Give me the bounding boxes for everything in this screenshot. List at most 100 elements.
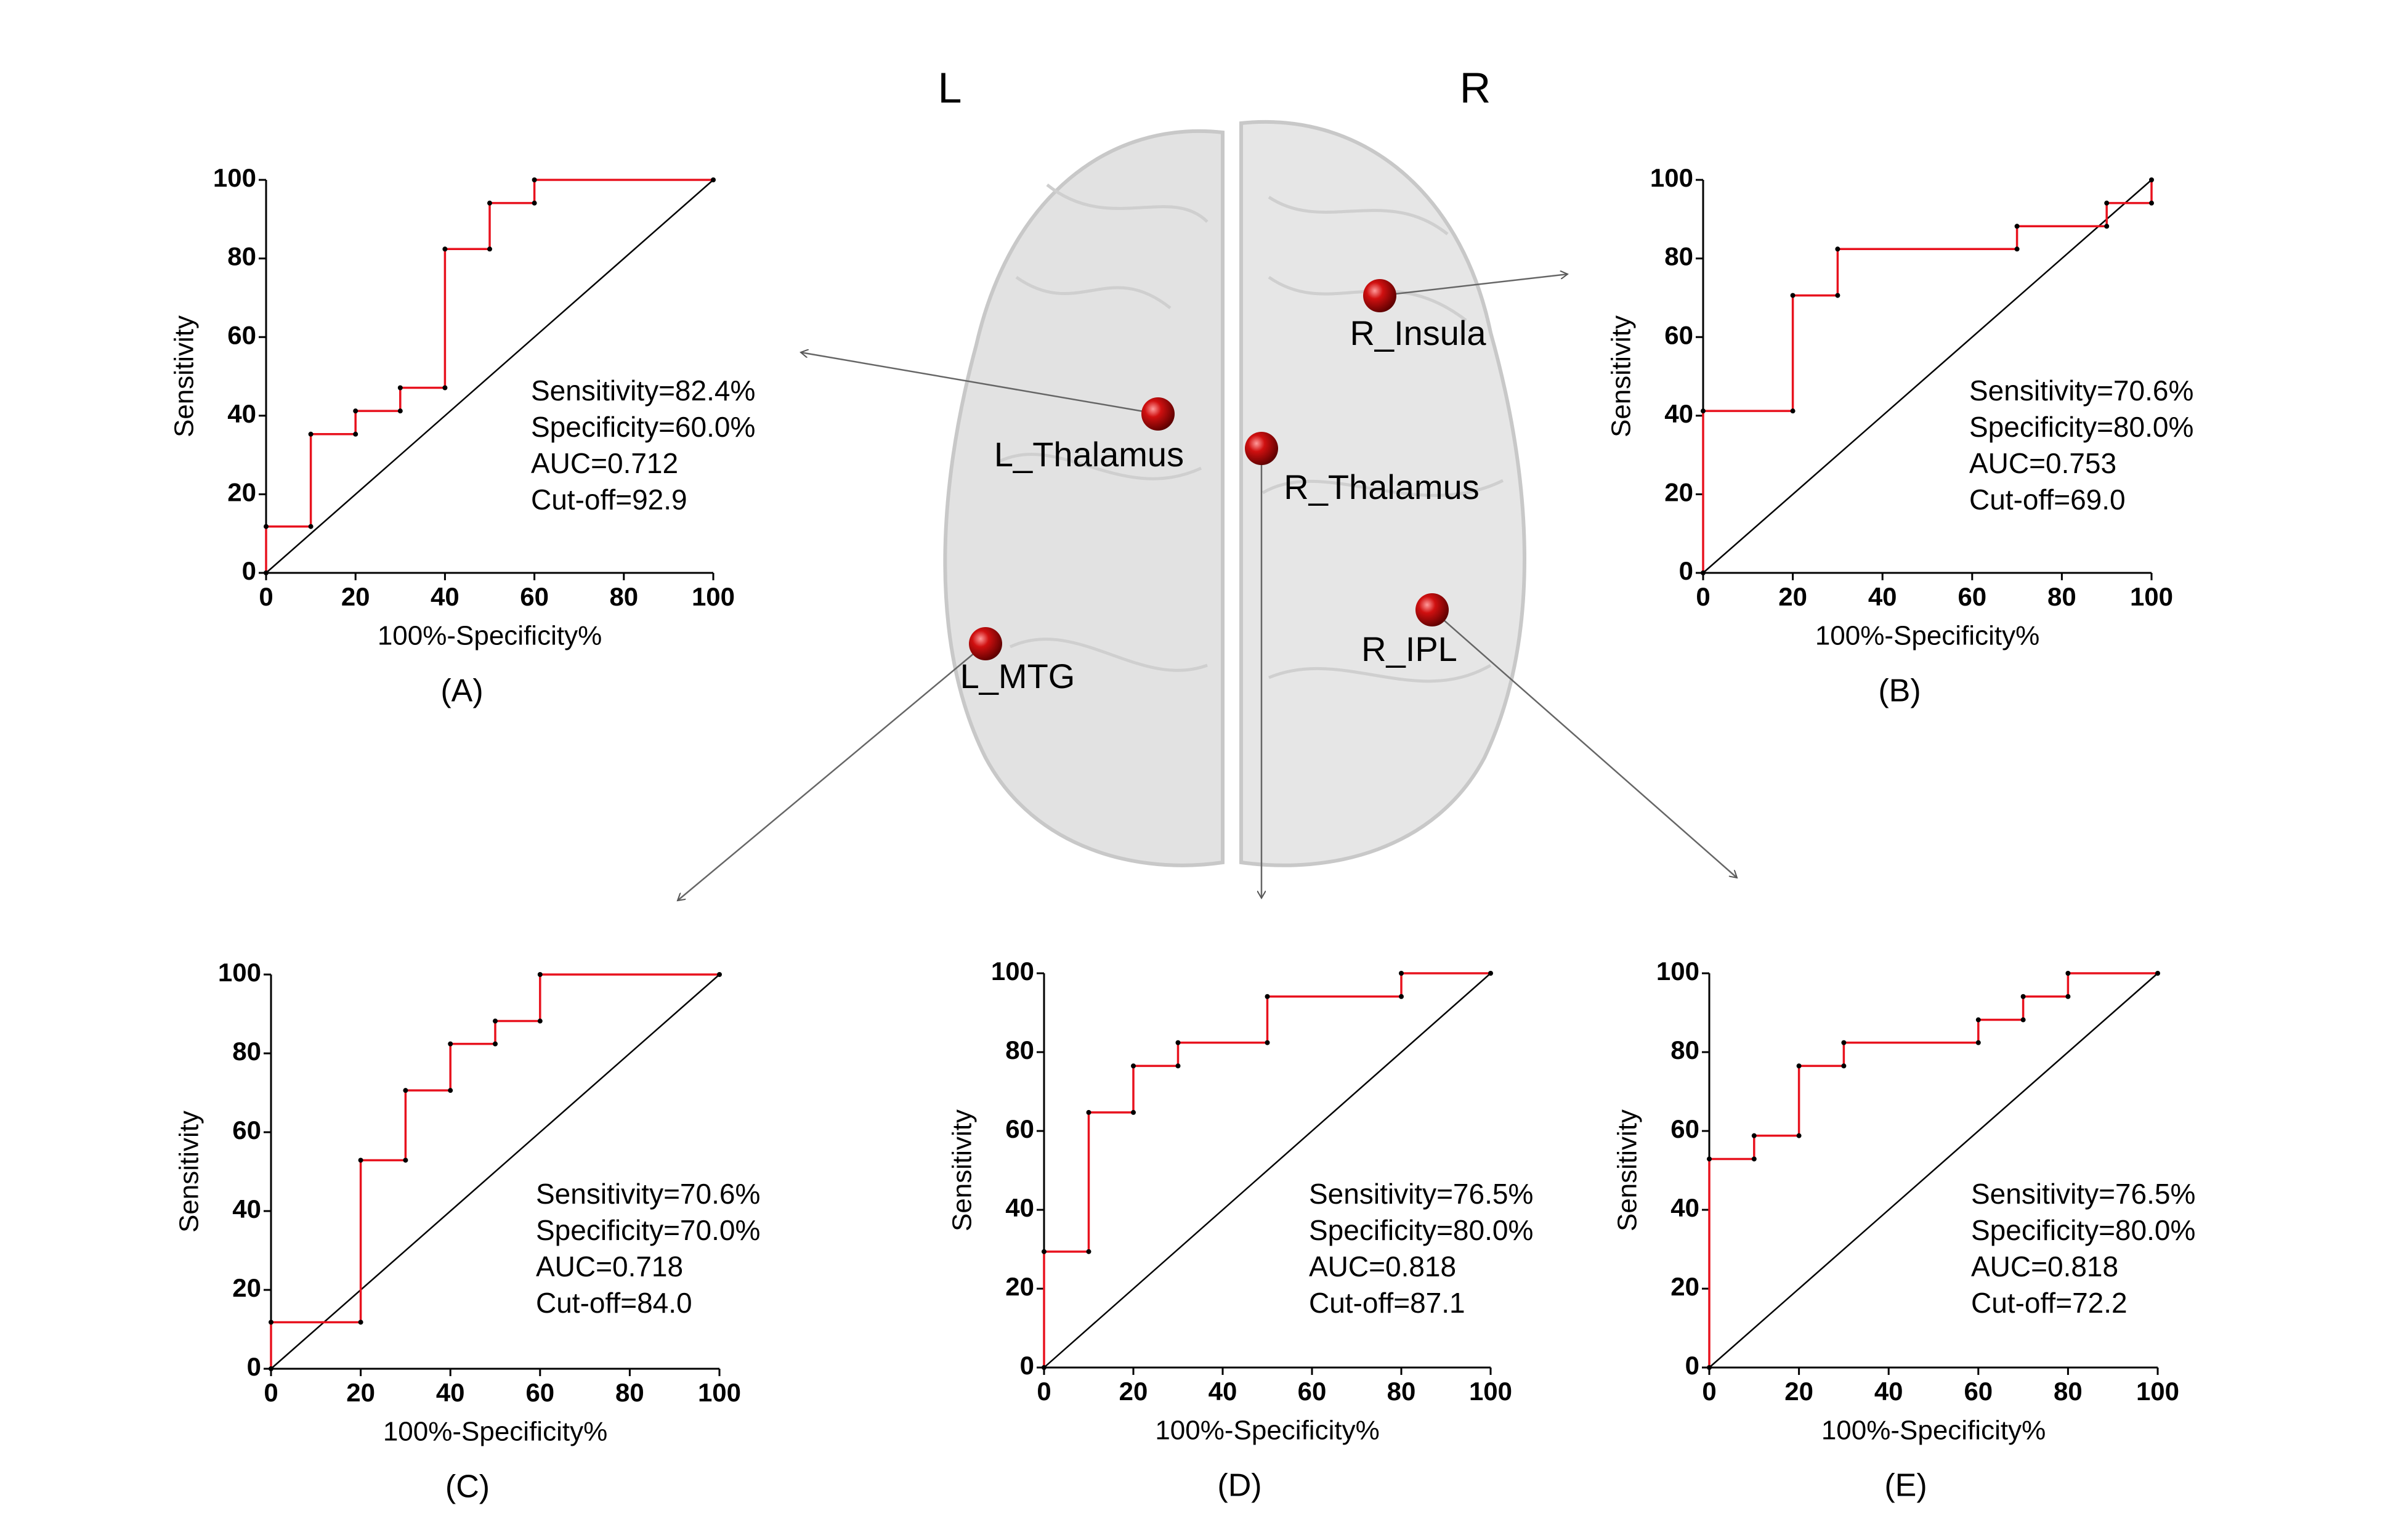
x-tick-label: 60 (1958, 582, 1986, 611)
x-tick-label: 40 (1874, 1377, 1903, 1406)
roc-point (269, 1366, 273, 1371)
x-tick-label: 100 (2130, 582, 2173, 611)
x-tick-label: 100 (2136, 1377, 2179, 1406)
annotation: AUC=0.712 (531, 447, 678, 479)
y-tick-label: 80 (1005, 1035, 1034, 1064)
diagonal-reference (1709, 973, 2158, 1368)
roc-chart: 0 20 40 60 80 100 0 20 40 60 80 100 100%-Specificity… (174, 958, 761, 1505)
roc-point (1086, 1109, 1091, 1115)
roc-point (403, 1157, 408, 1163)
hemisphere-label: R (1460, 63, 1491, 111)
y-tick-label: 40 (232, 1194, 261, 1223)
x-tick-label: 60 (520, 582, 549, 611)
x-tick-label: 40 (431, 582, 460, 611)
panel-label: (C) (445, 1469, 490, 1505)
roc-point (1399, 971, 1404, 976)
region-label: R_IPL (1361, 630, 1457, 668)
roc-point (537, 972, 543, 977)
annotation: AUC=0.753 (1969, 447, 2116, 479)
roc-point (448, 1088, 453, 1093)
x-axis-label: 100%-Specificity% (378, 621, 602, 651)
roc-point (1707, 1156, 1712, 1162)
region-sphere (1363, 279, 1396, 312)
y-tick-label: 60 (232, 1116, 261, 1145)
y-tick-label: 0 (1679, 556, 1693, 585)
roc-point (358, 1319, 363, 1325)
y-axis-label: Sensitivity (174, 1111, 204, 1233)
y-tick-label: 40 (1664, 399, 1693, 428)
x-tick-label: 0 (259, 582, 273, 611)
roc-point (532, 177, 537, 182)
y-tick-label: 0 (242, 556, 256, 585)
roc-point (2014, 246, 2020, 252)
panel-label: (E) (1884, 1468, 1927, 1504)
annotation: Sensitivity=76.5% (1971, 1178, 2195, 1210)
annotation: AUC=0.818 (1309, 1250, 1456, 1283)
roc-point (487, 200, 492, 206)
annotation: Specificity=80.0% (1971, 1214, 2195, 1246)
roc-point (1751, 1156, 1757, 1162)
region-sphere (969, 627, 1002, 660)
diagonal-reference (270, 974, 720, 1369)
annotation: Cut-off=69.0 (1969, 484, 2126, 516)
roc-point (532, 200, 537, 206)
region-label: R_Thalamus (1284, 468, 1479, 506)
arrow (1379, 274, 1568, 297)
diagonal-reference (1043, 973, 1491, 1368)
roc-point (2104, 224, 2110, 229)
roc-point (1488, 971, 1493, 976)
y-axis-label: Sensitivity (947, 1109, 978, 1231)
roc-point (1701, 408, 1706, 414)
region-sphere (1141, 397, 1175, 431)
annotation: Specificity=80.0% (1309, 1214, 1533, 1246)
x-tick-label: 0 (1037, 1377, 1051, 1406)
y-tick-label: 80 (227, 242, 256, 271)
roc-point (493, 1041, 498, 1047)
roc-point (1701, 570, 1706, 575)
arrow (801, 352, 1159, 415)
annotation: Specificity=80.0% (1969, 411, 2193, 443)
diagonal-reference (265, 179, 714, 573)
x-tick-label: 20 (346, 1378, 375, 1407)
y-tick-label: 40 (227, 399, 256, 428)
x-axis-label: 100%-Specificity% (1815, 621, 2039, 651)
y-tick-label: 100 (1650, 163, 1693, 192)
roc-point (2014, 224, 2020, 229)
roc-point (353, 408, 358, 414)
roc-point (1175, 1040, 1181, 1045)
arrow (678, 643, 986, 901)
x-tick-label: 80 (1387, 1377, 1416, 1406)
roc-point (2149, 200, 2154, 206)
roc-point (711, 177, 716, 182)
roc-point (2065, 971, 2071, 976)
roc-point (2155, 971, 2160, 976)
y-tick-label: 60 (1670, 1114, 1699, 1143)
x-tick-label: 20 (1119, 1377, 1148, 1406)
x-tick-label: 40 (1868, 582, 1897, 611)
annotation: Cut-off=84.0 (536, 1287, 692, 1319)
roc-point (717, 972, 722, 977)
roc-point (308, 524, 314, 529)
roc-point (1131, 1109, 1136, 1115)
x-tick-label: 80 (2047, 582, 2076, 611)
roc-point (1399, 994, 1404, 999)
annotation: Sensitivity=76.5% (1309, 1178, 1533, 1210)
arrow (1431, 609, 1737, 878)
roc-point (2104, 200, 2110, 206)
y-axis-label: Sensitivity (1613, 1109, 1643, 1231)
y-tick-label: 20 (1670, 1272, 1699, 1301)
y-tick-label: 80 (1664, 242, 1693, 271)
roc-point (1975, 1017, 1981, 1023)
roc-point (448, 1041, 453, 1047)
y-tick-label: 100 (991, 957, 1034, 986)
roc-point (442, 385, 448, 391)
region-label: L_MTG (960, 657, 1075, 695)
roc-point (2020, 1017, 2026, 1023)
x-tick-label: 0 (1696, 582, 1710, 611)
y-tick-label: 40 (1670, 1193, 1699, 1222)
roc-point (2020, 994, 2026, 999)
annotation: Sensitivity=70.6% (536, 1178, 760, 1210)
y-tick-label: 80 (232, 1037, 261, 1066)
x-tick-label: 100 (698, 1378, 741, 1407)
